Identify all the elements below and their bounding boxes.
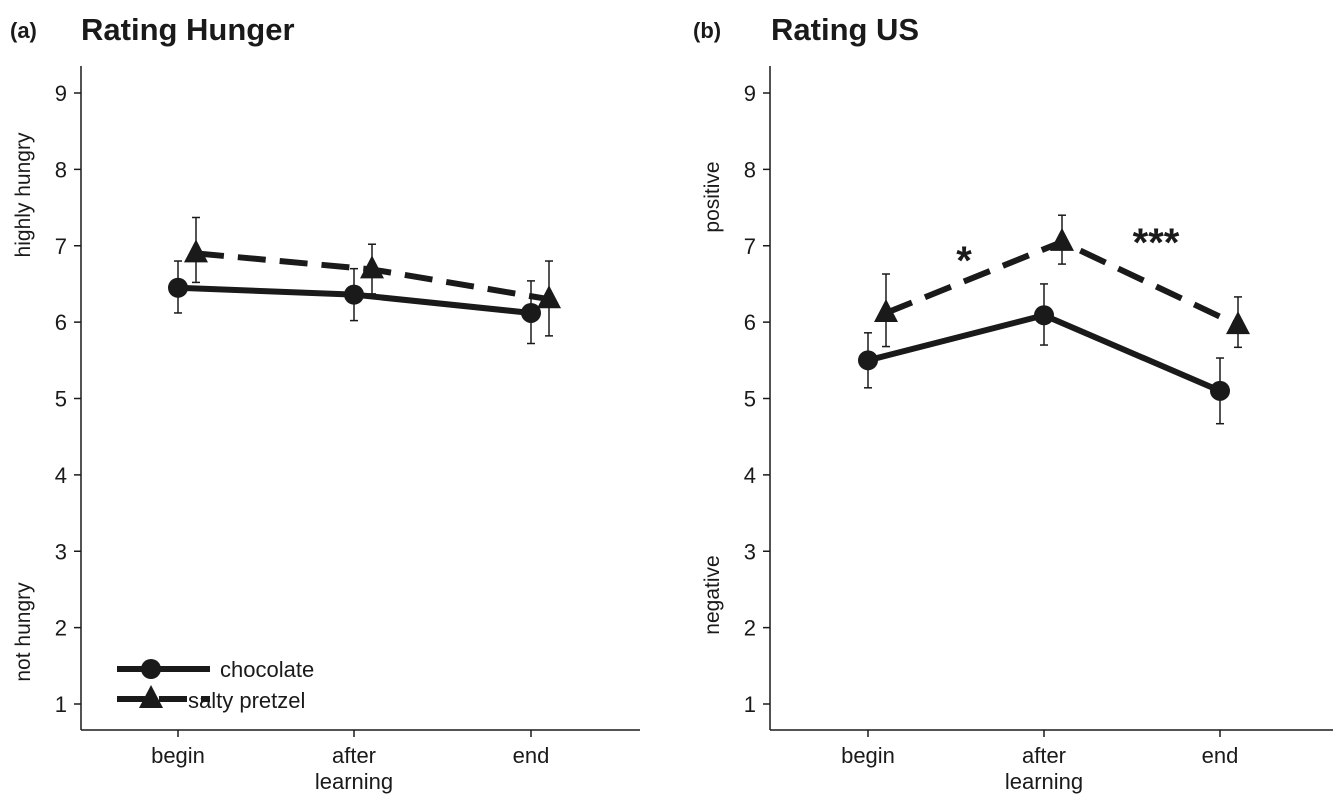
y-tick-label: 9 <box>744 81 756 106</box>
data-point-triangle <box>184 239 208 263</box>
data-point-triangle <box>1226 311 1250 335</box>
legend: chocolate salty pretzel <box>117 657 314 713</box>
x-tick-label-line: learning <box>1005 769 1083 794</box>
x-tick-label-line: end <box>513 743 550 768</box>
y-tick-label: 1 <box>744 692 756 717</box>
x-tick-label-line: begin <box>151 743 205 768</box>
y-tick-label: 4 <box>55 463 67 488</box>
panel-label: (b) <box>693 18 721 43</box>
x-tick-label-line: learning <box>315 769 393 794</box>
x-tick-label: after learning <box>1005 743 1083 794</box>
legend-marker-circle <box>141 659 161 679</box>
y-tick-label: 5 <box>55 387 67 412</box>
y-tick-label: 4 <box>744 463 756 488</box>
legend-label-chocolate: chocolate <box>220 657 314 682</box>
x-tick-label-line: after <box>332 743 376 768</box>
chart-title: Rating US <box>771 12 919 47</box>
y-tick-label: 1 <box>55 692 67 717</box>
data-point-circle <box>1034 305 1054 326</box>
y-tick-label: 9 <box>55 81 67 106</box>
significance-marker: * <box>956 239 972 283</box>
data-point-circle <box>168 277 188 298</box>
chart-title: Rating Hunger <box>81 12 295 47</box>
x-tick-label: end <box>513 743 550 768</box>
data-point-triangle <box>537 285 561 309</box>
x-tick-label: end <box>1202 743 1239 768</box>
y-tick-label: 8 <box>55 157 67 182</box>
y-tick-label: 8 <box>744 157 756 182</box>
y-tick-label: 3 <box>744 539 756 564</box>
data-point-triangle <box>1050 227 1074 251</box>
y-tick-label: 2 <box>744 616 756 641</box>
legend-label-salty-pretzel: salty pretzel <box>188 688 305 713</box>
data-point-triangle <box>874 298 898 322</box>
y-anchor-high: highly hungry <box>12 132 35 257</box>
y-anchor-low: not hungry <box>12 582 35 682</box>
y-anchor-high: positive <box>701 161 724 232</box>
y-tick-label: 2 <box>55 616 67 641</box>
x-tick-label-line: after <box>1022 743 1066 768</box>
data-point-circle <box>1210 380 1230 401</box>
x-tick-label: after learning <box>315 743 393 794</box>
x-tick-label: begin <box>151 743 205 768</box>
y-tick-label: 5 <box>744 387 756 412</box>
y-anchor-low: negative <box>701 555 724 634</box>
x-tick-label-line: begin <box>841 743 895 768</box>
y-tick-label: 3 <box>55 539 67 564</box>
legend-marker-triangle <box>139 685 163 708</box>
data-point-circle <box>521 302 541 323</box>
data-point-triangle <box>360 255 384 279</box>
significance-marker: *** <box>1133 221 1180 265</box>
data-point-circle <box>344 284 364 305</box>
panel-label: (a) <box>10 18 37 43</box>
x-tick-label-line: end <box>1202 743 1239 768</box>
y-tick-label: 7 <box>744 234 756 259</box>
y-tick-label: 6 <box>55 310 67 335</box>
y-tick-label: 6 <box>744 310 756 335</box>
chart-panel-b: (b) Rating US 1 2 3 4 5 6 7 8 9 begin after learning e… <box>693 12 1333 794</box>
data-point-circle <box>858 350 878 371</box>
chart-panel-a: (a) Rating Hunger 1 2 3 4 5 6 7 8 9 begin after learn… <box>10 12 640 794</box>
x-tick-label: begin <box>841 743 895 768</box>
y-tick-label: 7 <box>55 234 67 259</box>
